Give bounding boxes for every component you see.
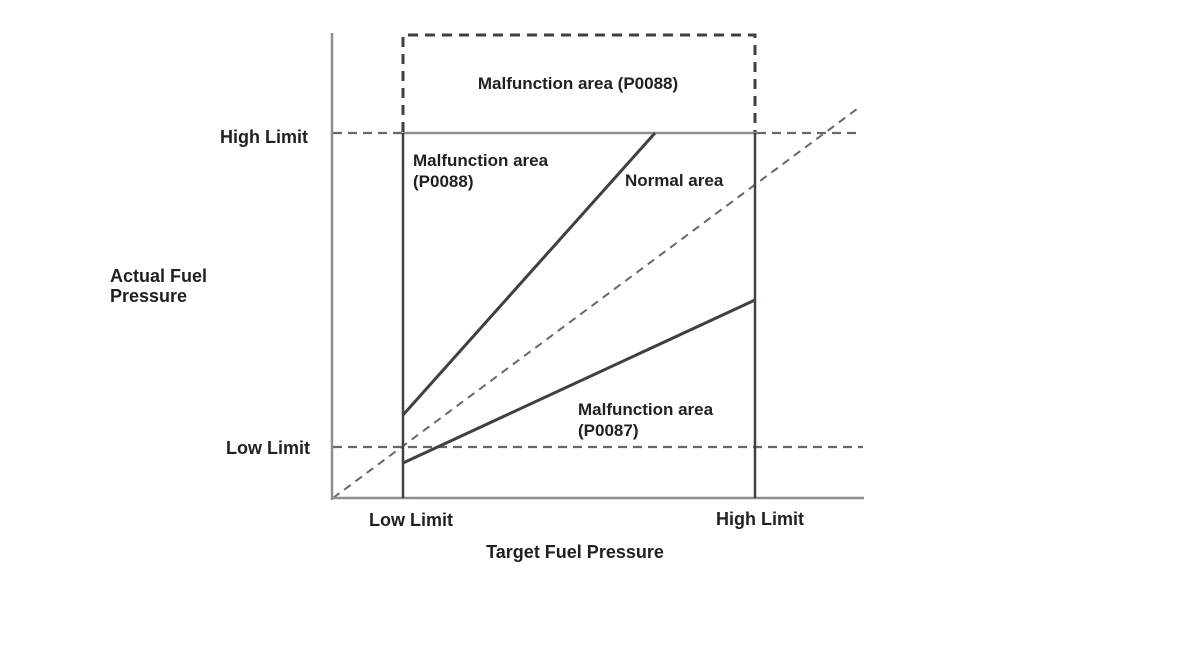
p0088-boundary-line	[401, 132, 657, 416]
y-axis-title: Actual Fuel Pressure	[110, 266, 208, 306]
region-label-p0087: Malfunction area (P0087)	[578, 400, 714, 440]
y-axis-high-limit-label: High Limit	[220, 127, 308, 147]
p0087-boundary-line	[402, 298, 756, 465]
region-label-p0088-inside: Malfunction area (P0088)	[413, 151, 549, 191]
target-equals-actual-diagonal-dashed	[332, 105, 862, 499]
region-label-p0088-outside: Malfunction area (P0088)	[477, 74, 679, 93]
x-axis-title: Target Fuel Pressure	[486, 542, 664, 562]
p0088-outer-boundary-dashed	[401, 33, 757, 132]
region-label-normal-area: Normal area	[625, 171, 724, 190]
y-axis-low-limit-label: Low Limit	[226, 438, 310, 458]
x-axis-low-limit-label: Low Limit	[369, 510, 453, 530]
x-axis-high-limit-label: High Limit	[716, 509, 804, 529]
